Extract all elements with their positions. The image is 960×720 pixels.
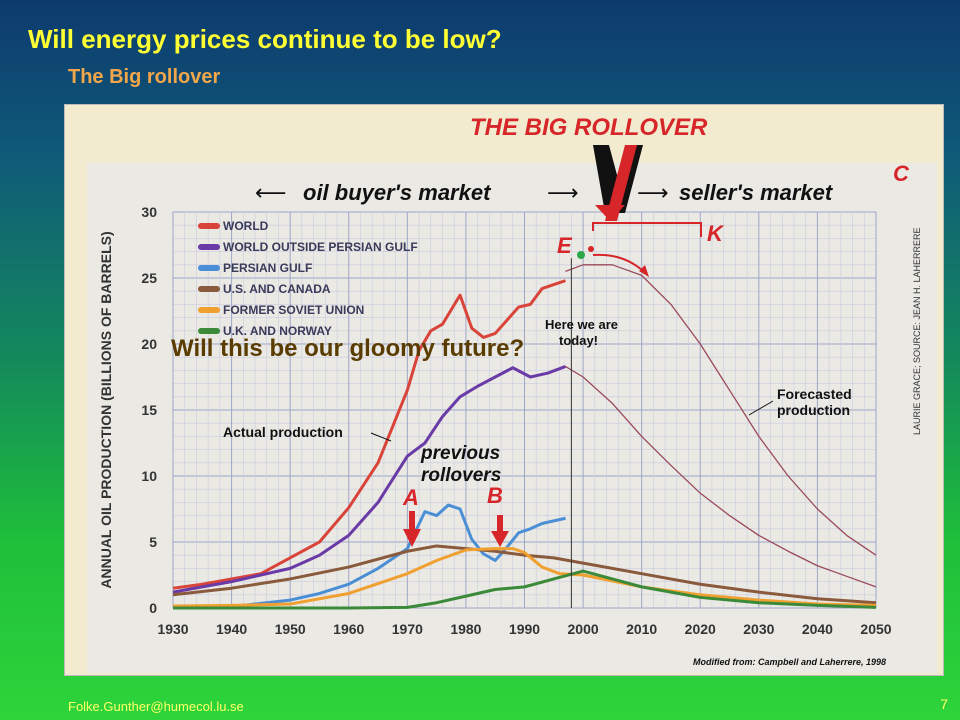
legend-label: WORLD OUTSIDE PERSIAN GULF	[223, 240, 418, 254]
forecast-label-2: production	[777, 402, 850, 418]
x-tick-label: 1970	[392, 621, 423, 637]
letter-a: A	[402, 485, 419, 510]
footer-email: Folke.Gunther@humecol.lu.se	[68, 699, 244, 714]
grid	[172, 211, 877, 609]
letter-k: K	[707, 221, 725, 246]
actual-production-label: Actual production	[223, 424, 343, 440]
forecast-pointer	[748, 400, 774, 416]
forecast-label-1: Forecasted	[777, 386, 852, 402]
y-tick-label: 5	[149, 534, 157, 550]
legend-label: WORLD	[223, 219, 269, 233]
legend-label: U.K. AND NORWAY	[223, 324, 332, 338]
series-line	[172, 365, 567, 594]
x-tick-label: 1960	[333, 621, 364, 637]
series-line	[173, 569, 877, 610]
y-tick-label: 25	[141, 270, 157, 286]
point-e-red	[588, 246, 594, 252]
previous-rollovers-1: previous	[420, 443, 500, 464]
y-tick-label: 20	[141, 336, 157, 352]
seller-market-label: seller's market	[679, 180, 834, 205]
legend: WORLD WORLD OUTSIDE PERSIAN GULF PERSIAN G…	[198, 219, 418, 338]
rollover-arrow-icon	[593, 145, 643, 221]
buyer-arrow: ⟵	[255, 181, 287, 206]
chart-canvas: 1930 1940 1950 1960 1970 1980 1990 2000 2010 2020…	[87, 114, 937, 673]
x-tick-label: 1950	[275, 621, 306, 637]
x-tick-label: 2020	[685, 621, 716, 637]
buyer-market-label: oil buyer's market	[303, 180, 492, 205]
series-layer	[172, 264, 877, 610]
actual-pointer	[370, 432, 392, 442]
axes: 1930 1940 1950 1960 1970 1980 1990 2000 2010 2020…	[98, 204, 892, 637]
previous-rollovers-2: rollovers	[421, 465, 501, 486]
x-tick-label: 2030	[743, 621, 774, 637]
series-line	[172, 547, 877, 608]
legend-label: U.S. AND CANADA	[223, 282, 331, 296]
series-line	[565, 365, 877, 588]
rollover-curve-arrowhead	[639, 265, 649, 277]
y-tick-label: 15	[141, 402, 157, 418]
x-tick-label: 1930	[157, 621, 188, 637]
buyer-arrow-right: ⟶	[547, 181, 579, 206]
x-tick-label: 2010	[626, 621, 657, 637]
series-line	[172, 279, 566, 590]
k-bracket	[592, 222, 702, 237]
point-e-green	[577, 251, 585, 259]
y-tick-label: 10	[141, 468, 157, 484]
slide-title: Will energy prices continue to be low?	[28, 24, 502, 54]
today-label: today!	[559, 333, 598, 348]
slide-subtitle: The Big rollover	[68, 66, 221, 88]
x-tick-label: 1990	[509, 621, 540, 637]
series-line	[565, 264, 877, 556]
here-we-are-label: Here we are	[545, 317, 618, 332]
x-tick-label: 1980	[450, 621, 481, 637]
modified-from: Modified from: Campbell and Laherrere, 1…	[693, 657, 886, 667]
x-tick-label: 2040	[802, 621, 833, 637]
series-line	[172, 544, 877, 605]
arrow-a-icon	[403, 511, 421, 547]
letter-b: B	[487, 483, 503, 508]
series-line	[231, 503, 566, 609]
arrow-b-icon	[491, 515, 509, 547]
x-tick-label: 2050	[860, 621, 891, 637]
figure-headline: THE BIG ROLLOVER	[470, 114, 708, 141]
legend-label: FORMER SOVIET UNION	[223, 303, 364, 317]
overlay-question: Will this be our gloomy future?	[171, 335, 525, 362]
y-axis-label: ANNUAL OIL PRODUCTION (BILLIONS OF BARRE…	[98, 231, 114, 588]
big-rollover-figure: 1930 1940 1950 1960 1970 1980 1990 2000 2010 2020…	[64, 104, 944, 676]
y-tick-label: 0	[149, 600, 157, 616]
legend-label: PERSIAN GULF	[223, 261, 312, 275]
credit-vertical: LAURIE GRACE; SOURCE: JEAN H. LAHERRERE	[912, 227, 922, 435]
y-tick-label: 30	[141, 204, 157, 220]
x-tick-label: 2000	[568, 621, 599, 637]
letter-e: E	[557, 233, 573, 258]
seller-arrow: ⟶	[637, 181, 669, 206]
letter-c: C	[893, 161, 910, 186]
page-number: 7	[940, 696, 948, 712]
x-tick-label: 1940	[216, 621, 247, 637]
